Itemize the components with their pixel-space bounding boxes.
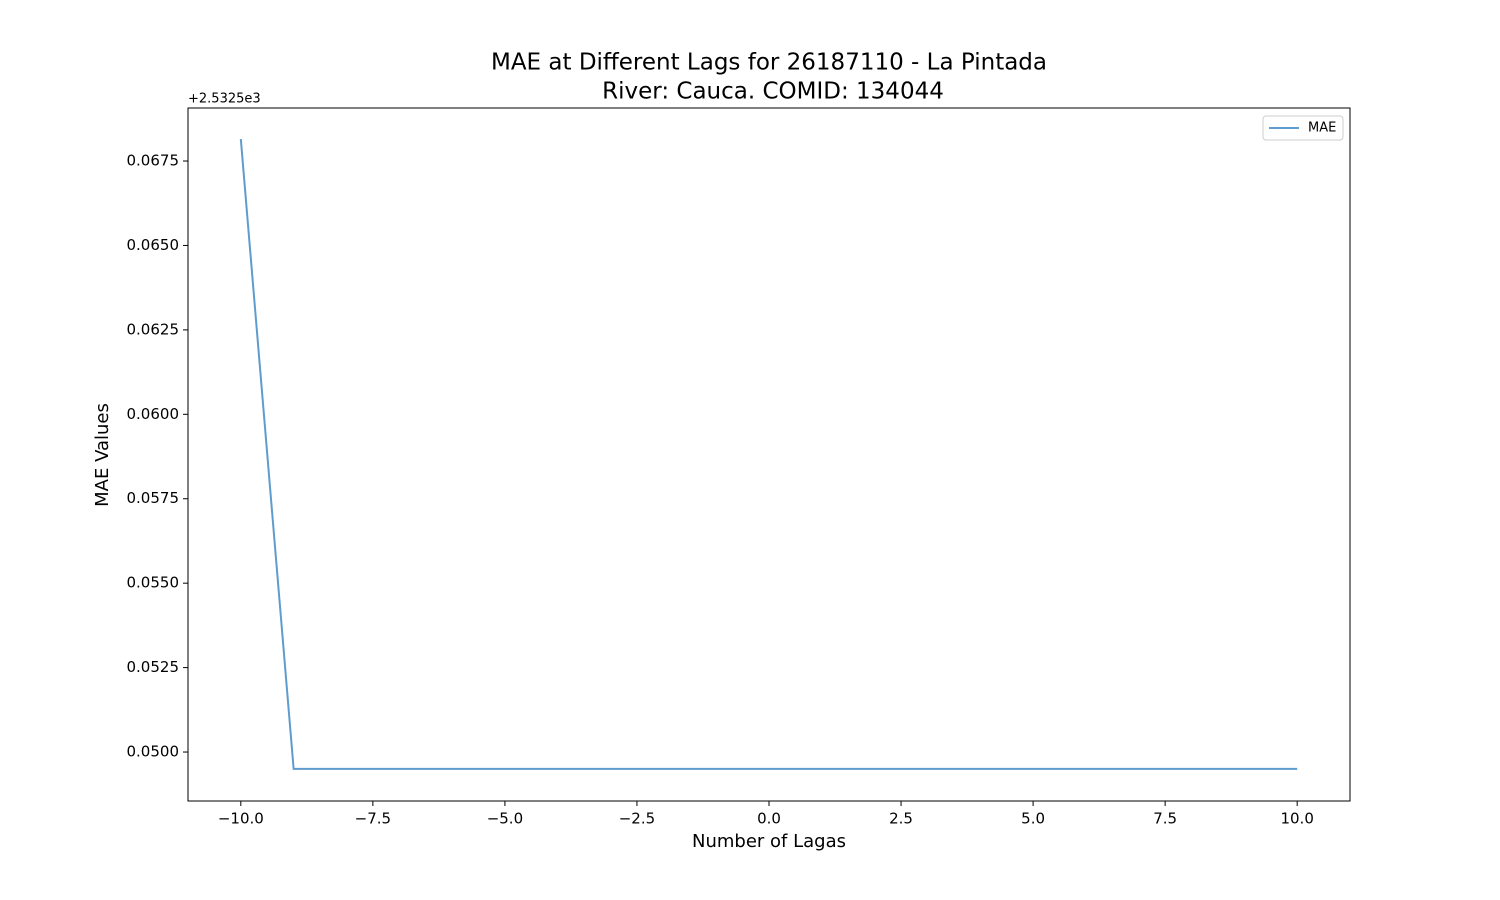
x-tick-label: −10.0: [218, 810, 264, 828]
x-tick-label: −5.0: [487, 810, 523, 828]
x-tick-label: 2.5: [889, 810, 913, 828]
chart-title: MAE at Different Lags for 26187110 - La …: [491, 50, 1047, 76]
legend-box: [1262, 115, 1344, 141]
y-tick-label: 0.0650: [127, 236, 180, 254]
y-tick-label: 0.0500: [127, 743, 180, 761]
x-tick-label: 7.5: [1153, 810, 1177, 828]
x-tick-label: 10.0: [1280, 810, 1313, 828]
legend-label: MAE: [1308, 121, 1336, 136]
axes-frame: [187, 107, 1351, 802]
x-tick-label: −7.5: [355, 810, 391, 828]
chart-subtitle: River: Cauca. COMID: 134044: [602, 79, 944, 105]
x-tick-label: 5.0: [1021, 810, 1045, 828]
data-line: [239, 138, 1298, 770]
x-tick-label: −2.5: [619, 810, 655, 828]
x-axis-label: Number of Lagas: [692, 831, 846, 852]
y-offset-label: +2.5325e3: [188, 92, 261, 107]
y-tick-label: 0.0575: [127, 489, 180, 507]
y-tick-label: 0.0600: [127, 405, 180, 423]
y-tick-label: 0.0625: [127, 320, 180, 338]
y-tick-label: 0.0550: [127, 574, 180, 592]
y-tick-label: 0.0525: [127, 658, 180, 676]
y-tick-label: 0.0675: [127, 152, 180, 170]
y-axis-label: MAE Values: [92, 403, 113, 507]
x-tick-label: 0.0: [757, 810, 781, 828]
